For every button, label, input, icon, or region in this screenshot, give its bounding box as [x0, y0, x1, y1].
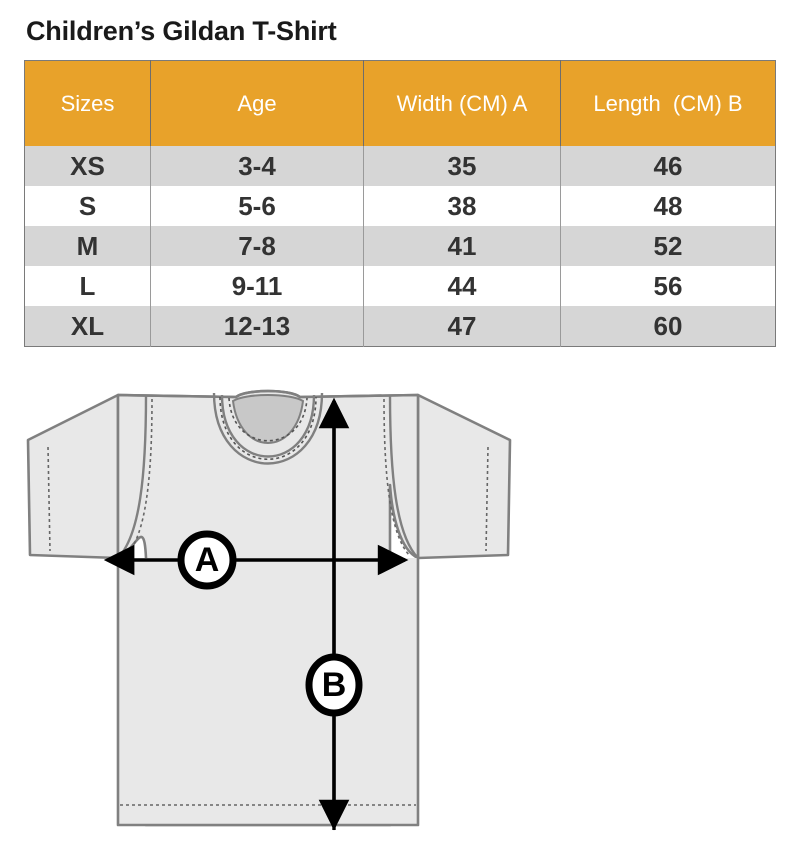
right-sleeve: [416, 393, 512, 560]
table-row: XL 12-13 47 60: [24, 306, 776, 347]
cell-age: 9-11: [150, 266, 364, 306]
width-measurement-marker: A: [177, 530, 237, 590]
table-row: L 9-11 44 56: [24, 266, 776, 306]
cell-size: M: [24, 226, 151, 266]
shirt-torso-rect: [118, 558, 418, 825]
collar-inner: [231, 394, 305, 444]
marker-a-circle: [177, 530, 237, 590]
left-sleeve: [26, 393, 120, 560]
cell-width: 41: [363, 226, 561, 266]
left-sleeve-hem-stitch: [47, 446, 51, 552]
table-header-row: Sizes Age Width (CM) A Length (CM) B: [24, 60, 776, 146]
cell-size: XS: [24, 146, 151, 186]
column-header-width: Width (CM) A: [363, 60, 561, 146]
marker-b-label: B: [322, 666, 347, 704]
cell-size: L: [24, 266, 151, 306]
collar: [212, 392, 324, 465]
size-chart-table-container: Sizes Age Width (CM) A Length (CM) B XS …: [24, 60, 776, 347]
cell-age: 12-13: [150, 306, 364, 347]
neckline-stitch-inner: [228, 397, 308, 442]
cell-width: 44: [363, 266, 561, 306]
cell-width: 47: [363, 306, 561, 347]
collar-band: [220, 394, 316, 458]
cell-size: XL: [24, 306, 151, 347]
table-row: M 7-8 41 52: [24, 226, 776, 266]
cell-size: S: [24, 186, 151, 226]
cell-length: 48: [560, 186, 776, 226]
length-measurement-marker: B: [305, 653, 363, 717]
cell-age: 5-6: [150, 186, 364, 226]
cell-length: 46: [560, 146, 776, 186]
column-header-sizes: Sizes: [24, 60, 151, 146]
cell-width: 35: [363, 146, 561, 186]
cell-length: 56: [560, 266, 776, 306]
table-row: XS 3-4 35 46: [24, 146, 776, 186]
shoulder-line: [117, 389, 419, 399]
table-row: S 5-6 38 48: [24, 186, 776, 226]
page-title: Children’s Gildan T-Shirt: [26, 16, 337, 46]
marker-b-circle: [305, 653, 363, 717]
column-header-age: Age: [150, 60, 364, 146]
marker-a-label: A: [195, 541, 220, 579]
neckline-outer: [212, 392, 324, 465]
size-chart-table: Sizes Age Width (CM) A Length (CM) B XS …: [24, 60, 776, 347]
torso-outline: [116, 558, 420, 827]
right-sleeve-hem-stitch: [485, 446, 489, 552]
cell-length: 60: [560, 306, 776, 347]
tshirt-garment-shape: [26, 389, 512, 827]
tshirt-diagram: A B: [0, 365, 800, 857]
right-armhole-seam: [388, 394, 419, 559]
cell-length: 52: [560, 226, 776, 266]
column-header-length: Length (CM) B: [560, 60, 776, 146]
cell-width: 38: [363, 186, 561, 226]
cell-age: 3-4: [150, 146, 364, 186]
cell-age: 7-8: [150, 226, 364, 266]
